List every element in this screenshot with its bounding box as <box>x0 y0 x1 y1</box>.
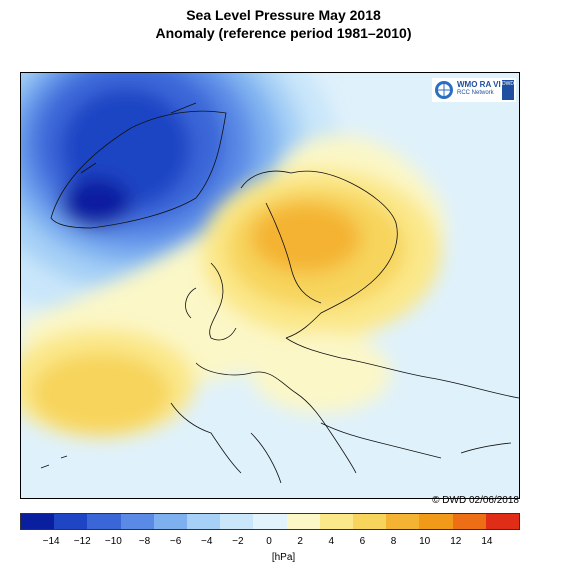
colorbar-unit: [hPa] <box>271 552 296 563</box>
colorbar-tick-label: 2 <box>297 536 303 547</box>
colorbar-tick-label: −10 <box>104 536 122 547</box>
anomaly-map <box>20 72 520 499</box>
colorbar-tick-label: 4 <box>328 536 335 547</box>
logo-line2: RCC Network <box>457 90 494 96</box>
map-title: Sea Level Pressure May 2018 <box>186 7 381 23</box>
wmo-logo: WMO RA VI RCC Network DWD <box>432 78 516 102</box>
colorbar-tick-label: −4 <box>201 536 213 547</box>
colorbar-swatch <box>485 514 520 529</box>
colorbar-tick-label: −12 <box>73 536 91 547</box>
colorbar-swatch <box>386 514 420 529</box>
colorbar-swatch <box>120 514 154 529</box>
copyright-text: © DWD 02/06/2018 <box>432 495 519 506</box>
colorbar-swatch <box>452 514 486 529</box>
colorbar-swatch <box>353 514 387 529</box>
colorbar-tick-label: 0 <box>266 536 272 547</box>
colorbar-tick-label: −2 <box>232 536 244 547</box>
coastlines <box>40 102 519 484</box>
logo-line1: WMO RA VI <box>457 80 501 89</box>
positive-anomaly-region <box>21 135 445 438</box>
map-subtitle: Anomaly (reference period 1981–2010) <box>155 25 412 41</box>
colorbar-swatch <box>153 514 188 529</box>
globe-icon <box>435 81 453 99</box>
colorbar-swatch <box>87 514 121 529</box>
colorbar-swatch <box>286 514 320 529</box>
colorbar-tick-label: 6 <box>359 536 366 547</box>
anomaly-field <box>21 73 519 498</box>
colorbar-swatch <box>21 514 55 529</box>
colorbar-tick-label: −8 <box>138 536 151 547</box>
colorbar <box>20 513 520 530</box>
colorbar-tick-label: 12 <box>450 536 462 547</box>
colorbar-swatch <box>187 514 221 529</box>
colorbar-tick-label: −14 <box>42 536 60 547</box>
colorbar-swatch <box>54 514 88 529</box>
colorbar-swatch <box>319 514 354 529</box>
colorbar-tick-label: 8 <box>390 536 397 547</box>
colorbar-tick-label: 14 <box>481 536 493 547</box>
colorbar-tick-label: 10 <box>419 536 431 547</box>
dwd-badge: DWD <box>502 80 514 100</box>
colorbar-swatch <box>253 514 287 529</box>
colorbar-swatch <box>220 514 254 529</box>
colorbar-tick-label: −6 <box>169 536 182 547</box>
colorbar-swatch <box>419 514 453 529</box>
